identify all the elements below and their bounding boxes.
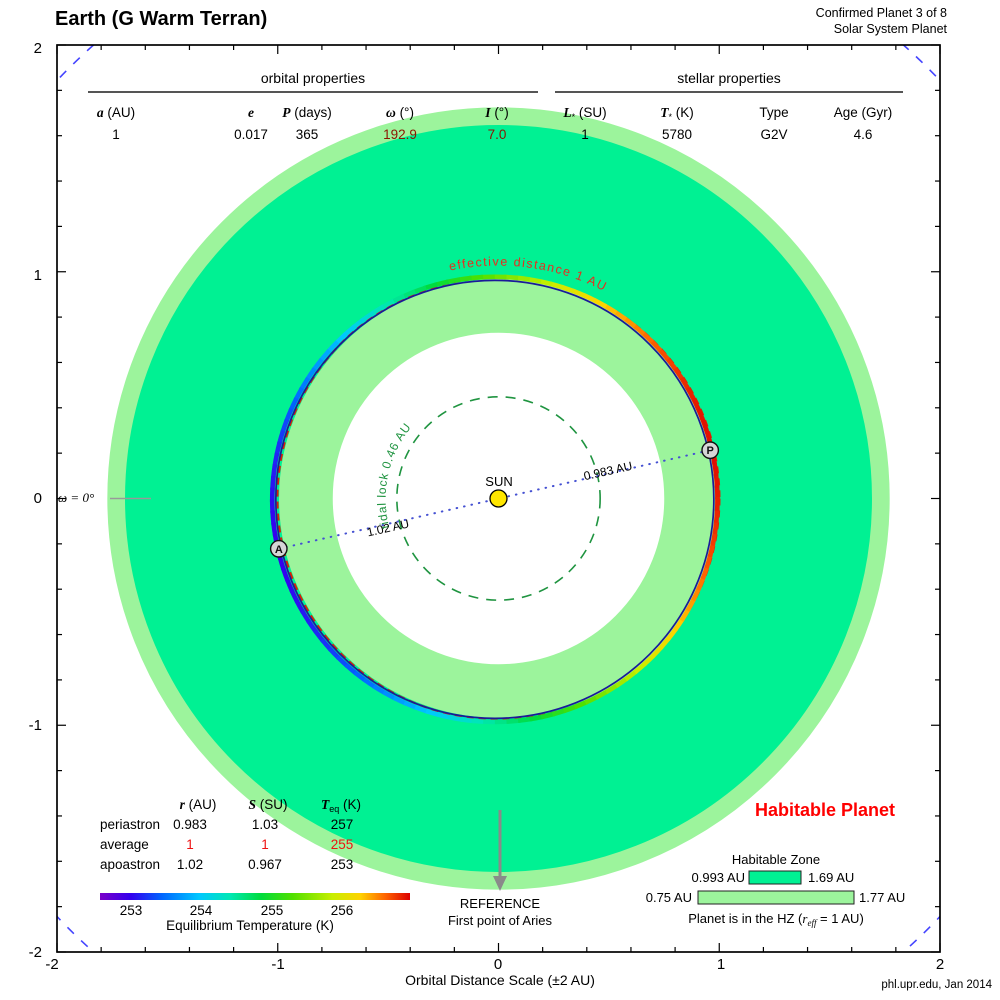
stellar-properties-rule — [555, 91, 903, 93]
hz-legend-title: Habitable Zone — [731, 852, 821, 867]
periastron-r: 0.983 — [173, 817, 207, 832]
x-tick-0: 0 — [493, 956, 503, 973]
col-header-e: e — [248, 105, 254, 120]
credit: phl.upr.edu, Jan 2014 — [881, 979, 992, 991]
value-lstar: 1 — [581, 127, 589, 142]
y-tick-2: 2 — [33, 40, 42, 57]
x-tick-neg2: -2 — [45, 956, 59, 973]
y-tick-neg1: -1 — [28, 717, 42, 734]
axes-layer — [56, 44, 941, 953]
col-header-type: Type — [759, 105, 789, 120]
temperature-colorbar — [100, 893, 410, 900]
col-header-a: a (AU) — [96, 105, 136, 120]
hz-optimistic-bar — [697, 890, 855, 905]
apoastron-marker-circle — [269, 539, 288, 558]
periastron-teq: 257 — [330, 817, 354, 832]
value-i: 7.0 — [487, 127, 507, 142]
hz-conservative-outer: 1.69 AU — [808, 870, 855, 885]
colorbar-tick-256: 256 — [330, 903, 354, 918]
orbital-properties-rule — [88, 91, 538, 93]
colorbar-tick-255: 255 — [260, 903, 284, 918]
value-e: 0.017 — [234, 127, 268, 142]
apoastron-marker-letter: A — [275, 544, 283, 556]
col-header-p: P (days) — [282, 105, 332, 120]
value-type: G2V — [760, 127, 788, 142]
row-label-apoastron: apoastron — [100, 857, 161, 872]
average-s: 1 — [261, 837, 269, 852]
value-age: 4.6 — [853, 127, 873, 142]
value-omega: 192.9 — [383, 127, 417, 142]
planet-note-line2: Solar System Planet — [833, 22, 947, 36]
y-tick-1: 1 — [33, 267, 42, 284]
reference-sublabel: First point of Aries — [447, 913, 553, 928]
reference-arrow-head — [493, 876, 507, 891]
periastron-marker-circle — [701, 441, 720, 460]
bt-header-r: r (AU) — [179, 797, 217, 812]
x-tick-1: 1 — [716, 956, 726, 973]
x-tick-neg1: -1 — [271, 956, 285, 973]
apoastron-s: 0.967 — [248, 857, 282, 872]
hz-conservative-inner: 0.993 AU — [691, 870, 746, 885]
col-header-i: I (°) — [485, 105, 509, 120]
value-tstar: 5780 — [661, 127, 693, 142]
sun-label: SUN — [485, 474, 513, 489]
planet-note-line1: Confirmed Planet 3 of 8 — [815, 6, 947, 20]
average-r: 1 — [186, 837, 194, 852]
hz-conservative-bar — [748, 870, 802, 885]
value-a: 1 — [112, 127, 120, 142]
hz-optimistic-inner: 0.75 AU — [645, 890, 692, 905]
apoastron-r: 1.02 — [176, 857, 204, 872]
col-header-omega: ω (°) — [386, 105, 414, 120]
bt-header-teq: Teq (K) — [320, 797, 362, 814]
hz-footer: Planet is in the HZ (reff = 1 AU) — [688, 911, 864, 928]
average-teq: 255 — [330, 837, 354, 852]
col-header-age: Age (Gyr) — [833, 105, 893, 120]
x-tick-2: 2 — [935, 956, 945, 973]
habitable-planet-status: Habitable Planet — [754, 800, 896, 820]
omega-zero-label: ω = 0° — [58, 490, 95, 505]
orbital-properties-title: orbital properties — [260, 70, 366, 86]
row-label-average: average — [100, 837, 149, 852]
col-header-tstar: T* (K) — [660, 105, 694, 122]
stellar-properties-title: stellar properties — [677, 70, 781, 86]
bt-header-s: S (SU) — [248, 797, 288, 812]
hz-optimistic-outer: 1.77 AU — [859, 890, 906, 905]
y-tick-neg2: -2 — [28, 944, 42, 961]
row-label-periastron: periastron — [100, 817, 161, 832]
value-p: 365 — [295, 127, 319, 142]
page-title: Earth (G Warm Terran) — [55, 8, 268, 30]
periastron-marker-letter: P — [707, 445, 714, 457]
sun-dot — [489, 489, 508, 508]
periastron-s: 1.03 — [251, 817, 279, 832]
reference-label: REFERENCE — [459, 896, 541, 911]
y-tick-0: 0 — [33, 490, 42, 507]
colorbar-tick-254: 254 — [189, 903, 213, 918]
col-header-lstar: L* (SU) — [563, 105, 607, 122]
colorbar-label: Equilibrium Temperature (K) — [166, 918, 334, 933]
tidal-lock-label: tidal lock 0.46 AU — [375, 420, 414, 530]
x-axis-label: Orbital Distance Scale (±2 AU) — [405, 972, 595, 988]
apoastron-teq: 253 — [330, 857, 354, 872]
colorbar-tick-253: 253 — [119, 903, 143, 918]
